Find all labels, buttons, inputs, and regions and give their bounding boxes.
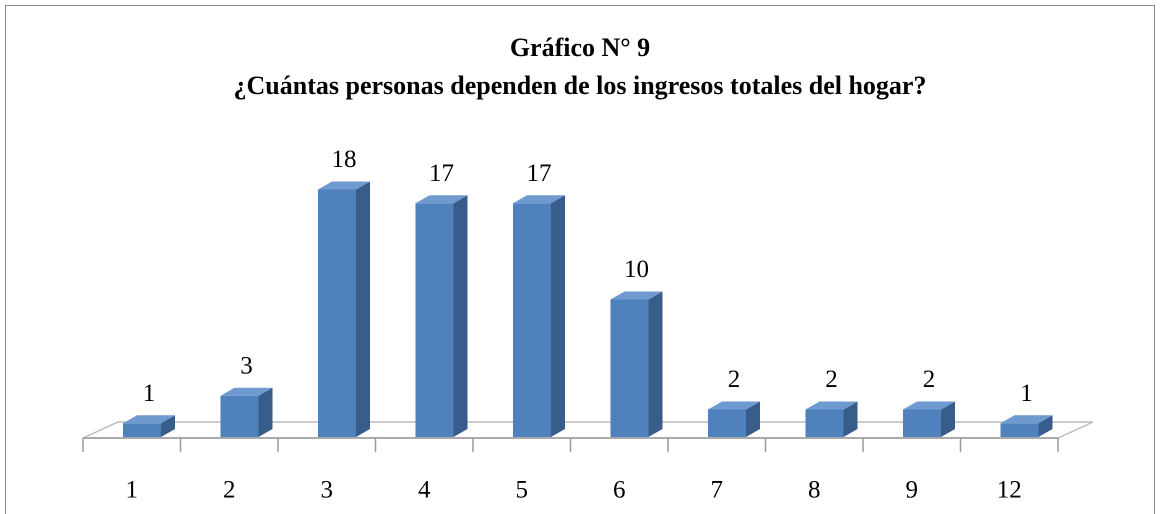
- bar-top: [805, 401, 858, 410]
- bar-top: [415, 195, 468, 204]
- bar-side: [843, 401, 858, 437]
- value-label: 17: [429, 160, 454, 187]
- value-label: 17: [527, 160, 552, 187]
- value-label: 10: [624, 256, 649, 283]
- bar-side: [746, 401, 760, 437]
- bar-top: [123, 415, 175, 424]
- value-label: 2: [728, 366, 741, 393]
- bar-top: [318, 181, 370, 190]
- bar-side: [453, 195, 468, 437]
- chart-subtitle: ¿Cuántas personas dependen de los ingres…: [234, 71, 927, 100]
- bar-side: [1038, 415, 1053, 437]
- value-label: 2: [923, 366, 936, 393]
- x-tick-label: 1: [126, 477, 139, 504]
- bar-front: [220, 395, 259, 437]
- bar-side: [648, 291, 663, 437]
- x-tick-label: 2: [223, 477, 236, 504]
- bar-top: [1000, 415, 1053, 424]
- bar-top: [513, 195, 565, 204]
- x-tick-label: 7: [711, 477, 724, 504]
- bar-side: [356, 181, 370, 437]
- bar-top: [903, 401, 955, 410]
- bar-front: [805, 409, 844, 437]
- x-tick-label: 9: [906, 477, 919, 504]
- x-tick-label: 4: [418, 477, 431, 504]
- x-tick-label: 8: [808, 477, 821, 504]
- bar-front: [610, 299, 649, 437]
- chart-border: [5, 5, 1155, 514]
- bar-top: [610, 291, 663, 300]
- bar-side: [551, 195, 565, 437]
- x-tick-label: 5: [516, 477, 529, 504]
- bar-front: [513, 203, 551, 437]
- x-tick-label: 3: [321, 477, 334, 504]
- bar-side: [941, 401, 955, 437]
- bar-front: [708, 409, 746, 437]
- value-label: 1: [143, 380, 156, 407]
- bar-side: [161, 415, 175, 437]
- x-tick-label: 6: [613, 477, 626, 504]
- bar-front: [903, 409, 941, 437]
- bar-front: [415, 203, 454, 437]
- bar-front: [1000, 423, 1039, 437]
- chart-title: Gráfico N° 9: [510, 33, 650, 62]
- value-label: 3: [240, 352, 253, 379]
- x-tick-label: 12: [997, 477, 1022, 504]
- bar-side: [258, 387, 273, 437]
- bar-top: [220, 387, 273, 396]
- value-label: 18: [332, 146, 357, 173]
- bar-front: [318, 189, 356, 437]
- bar-top: [708, 401, 760, 410]
- value-label: 1: [1020, 380, 1033, 407]
- bar-front: [123, 423, 161, 437]
- value-label: 2: [825, 366, 838, 393]
